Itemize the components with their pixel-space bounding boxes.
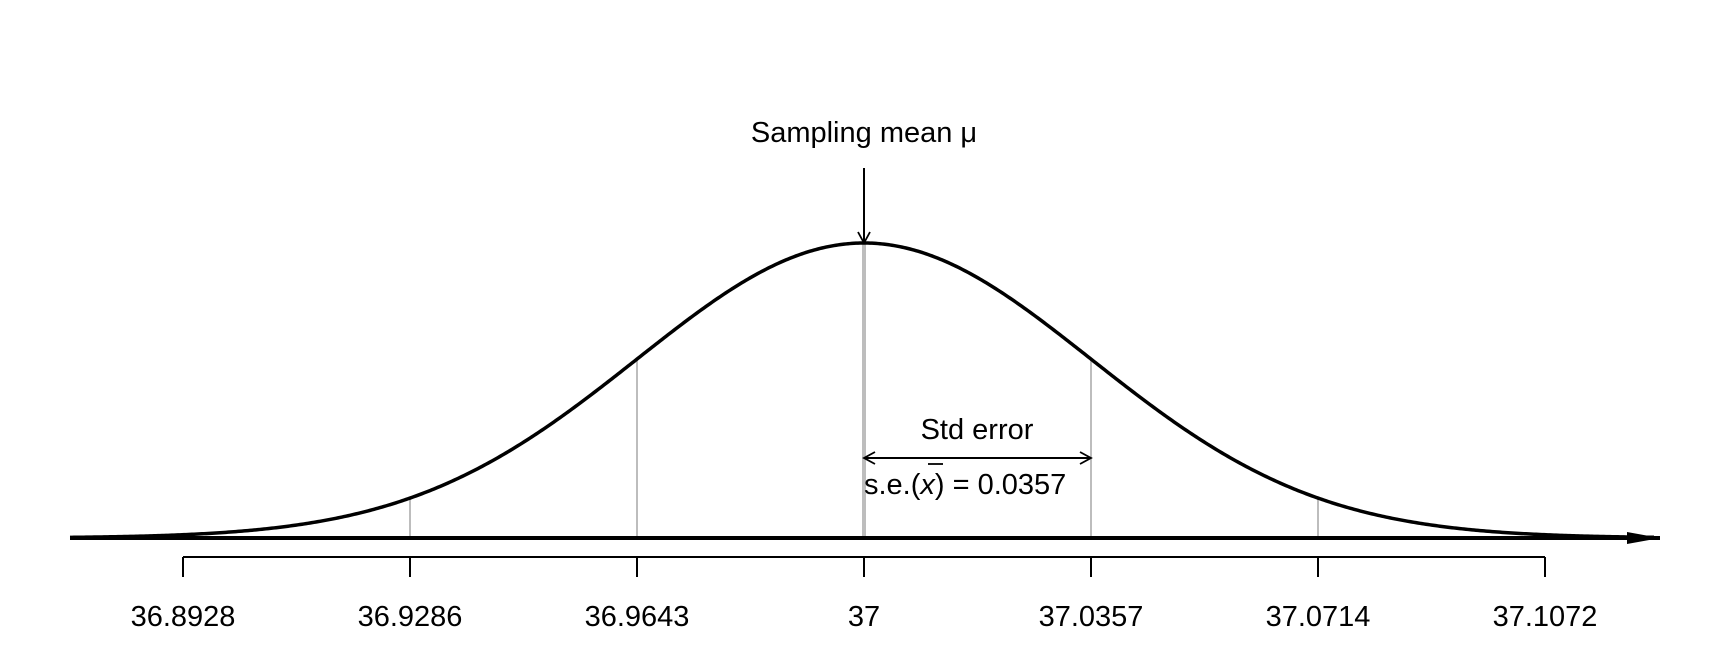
- std-error-value: s.e.(x) = 0.0357: [864, 469, 1066, 501]
- tick-label: 37.0714: [1266, 601, 1371, 633]
- mean-label: Sampling mean μ: [751, 117, 977, 149]
- tick-label: 37: [848, 601, 880, 633]
- tick-label: 37.1072: [1493, 601, 1598, 633]
- sd-reference-lines: [182, 243, 1546, 538]
- tick-label: 36.9643: [585, 601, 690, 633]
- std-error-suffix: ) = 0.0357: [935, 469, 1066, 501]
- std-error-prefix: s.e.(: [864, 469, 921, 501]
- tick-axis: 36.8928 36.9286 36.9643 37 37.0357 37.0714 37.…: [131, 556, 1598, 633]
- xbar-symbol: x: [918, 469, 936, 501]
- tick-label: 36.8928: [131, 601, 236, 633]
- tick-label: 37.0357: [1039, 601, 1144, 633]
- std-error-title: Std error: [921, 414, 1034, 446]
- tick-label: 36.9286: [358, 601, 463, 633]
